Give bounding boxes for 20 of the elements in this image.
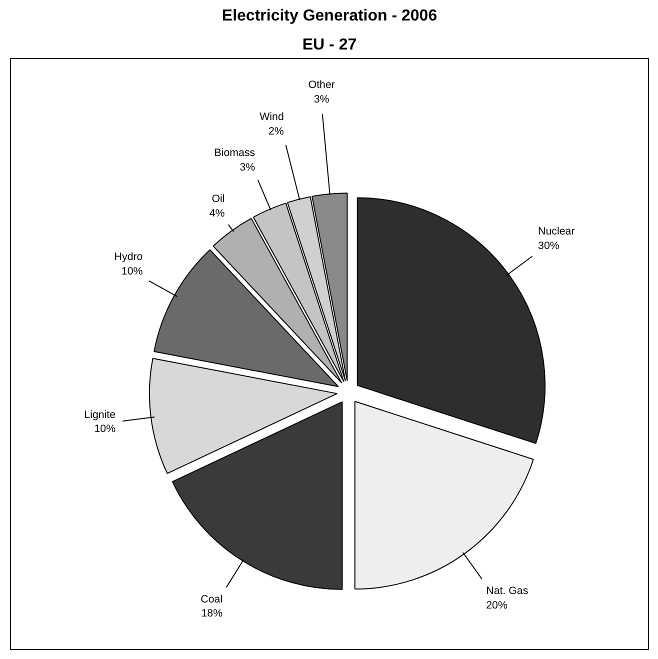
slice-label: Oil <box>212 192 225 205</box>
data-label: 3% <box>240 161 256 174</box>
data-label: 4% <box>209 207 226 220</box>
data-label: 2% <box>268 125 284 138</box>
slice-label: Coal <box>200 593 223 606</box>
data-label: 18% <box>201 608 224 620</box>
data-label: 3% <box>314 94 330 106</box>
data-label: 30% <box>538 240 560 252</box>
slice-label: Nuclear <box>538 226 576 238</box>
slice-label: Wind <box>260 110 284 123</box>
data-label: 10% <box>94 423 116 436</box>
chart-subtitle: EU - 27 <box>302 36 357 54</box>
slice-label: Hydro <box>114 250 143 263</box>
slice-label: Other <box>308 79 336 92</box>
slice-label: Nat. Gas <box>486 584 528 597</box>
data-label: 10% <box>121 265 144 278</box>
data-label: 20% <box>486 599 508 612</box>
chart-title: Electricity Generation - 2006 <box>222 8 438 24</box>
slice-label: Lignite <box>84 408 116 421</box>
slice-label: Biomass <box>214 147 256 160</box>
